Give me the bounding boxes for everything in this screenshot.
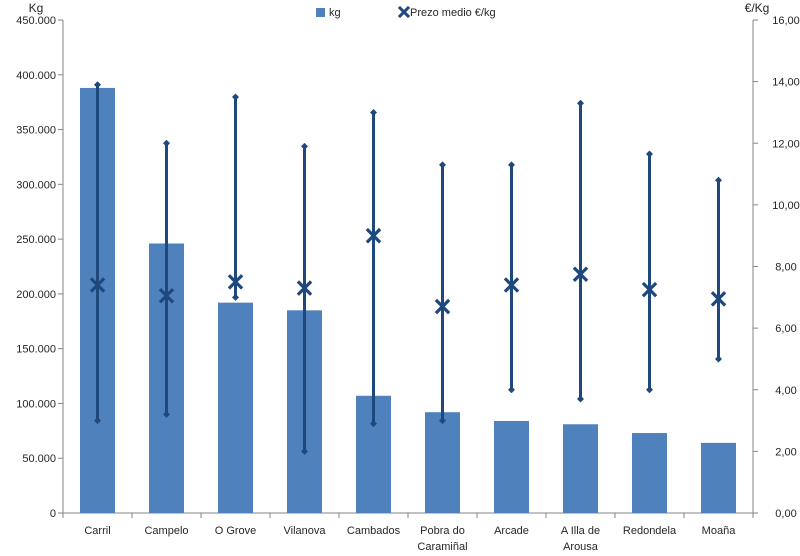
x-category-label: Vilanova <box>284 525 327 537</box>
legend-marker-price-icon <box>397 5 411 19</box>
y-right-tick-label: 12,00 <box>772 138 800 150</box>
x-category-label-line: Moaña <box>702 525 737 537</box>
price-max-point <box>715 176 722 184</box>
price-avg-point <box>365 227 382 244</box>
y-left-tick-label: 300.000 <box>16 179 56 191</box>
x-category-label-line: Caramiñal <box>417 541 467 553</box>
x-category-label-line: O Grove <box>215 525 257 537</box>
price-min-point <box>301 447 308 455</box>
price-avg-point <box>158 288 175 304</box>
y-left-tick-label: 350.000 <box>16 125 56 137</box>
legend-swatch-kg <box>316 8 325 17</box>
bar-kg <box>218 302 253 513</box>
y-right-tick-label: 8,00 <box>775 262 796 274</box>
x-category-label: Arcade <box>494 525 529 537</box>
x-category-label: O Grove <box>215 525 257 537</box>
price-min-point <box>577 395 584 403</box>
bar-kg <box>563 424 598 513</box>
x-category-label-line: Carril <box>84 525 110 537</box>
price-min-point <box>715 355 722 363</box>
price-max-point <box>163 139 170 147</box>
x-category-label-line: Vilanova <box>284 525 327 537</box>
legend-label-price: Prezo medio €/kg <box>410 7 496 19</box>
y-left-tick-label: 100.000 <box>16 398 56 410</box>
y-right-tick-label: 2,00 <box>775 446 796 458</box>
y-right-tick-label: 6,00 <box>775 323 796 335</box>
y-right-tick-label: 0,00 <box>775 508 796 520</box>
price-avg-point <box>296 280 313 296</box>
price-max-point <box>370 108 377 116</box>
legend-label-kg: kg <box>329 7 341 19</box>
price-avg-point <box>89 277 106 293</box>
bar-kg <box>425 412 460 513</box>
price-max-point <box>301 142 308 150</box>
price-max-point <box>232 93 239 101</box>
x-category-label: Cambados <box>347 525 401 537</box>
y-left-tick-label: 50.000 <box>22 453 56 465</box>
x-category-label-line: Cambados <box>347 525 401 537</box>
y-left-tick-label: 400.000 <box>16 70 56 82</box>
price-avg-point <box>227 274 244 290</box>
price-avg-point <box>572 266 589 282</box>
x-category-label-line: Pobra do <box>420 525 465 537</box>
price-max-point <box>94 81 101 89</box>
y-right-tick-label: 14,00 <box>772 77 800 89</box>
price-avg-point <box>641 281 658 298</box>
price-min-point <box>370 420 377 428</box>
price-min-point <box>508 386 515 394</box>
price-max-point <box>508 161 515 169</box>
bar-kg <box>701 442 736 513</box>
y-left-tick-label: 250.000 <box>16 234 56 246</box>
x-category-label: Moaña <box>702 525 737 537</box>
x-category-label-line: Arcade <box>494 525 529 537</box>
price-min-point <box>439 417 446 425</box>
x-category-label-line: A Illa de <box>561 525 600 537</box>
price-min-point <box>163 410 170 418</box>
price-avg-point <box>710 291 727 307</box>
y-left-axis-label: Kg <box>29 1 44 15</box>
price-max-point <box>646 150 653 158</box>
plot-area: 0 50.000 100.000 150.000 200.000 250.000 300.0… <box>16 15 800 553</box>
y-left-tick-label: 0 <box>50 508 56 520</box>
price-max-point <box>439 161 446 169</box>
price-max-point <box>577 99 584 107</box>
y-right-tick-label: 4,00 <box>775 385 796 397</box>
x-category-label: Pobra do Caramiñal <box>417 525 467 553</box>
y-right-axis-label: €/Kg <box>745 1 770 15</box>
y-left-tick-label: 200.000 <box>16 289 56 301</box>
price-avg-point <box>503 277 520 293</box>
x-category-label-line: Redondela <box>623 525 677 537</box>
price-avg-point <box>434 298 451 315</box>
x-category-label-line: Arousa <box>563 541 599 553</box>
x-category-label: A Illa de Arousa <box>561 525 600 553</box>
bar-kg <box>632 433 667 513</box>
legend: kg Prezo medio €/kg <box>316 5 496 19</box>
y-right-tick-label: 10,00 <box>772 200 800 212</box>
x-category-label-line: Campelo <box>144 525 188 537</box>
y-left-tick-label: 150.000 <box>16 344 56 356</box>
y-left-tick-label: 450.000 <box>16 15 56 27</box>
x-category-label: Carril <box>84 525 110 537</box>
price-min-point <box>94 417 101 425</box>
y-right-tick-label: 16,00 <box>772 15 800 27</box>
x-category-label: Redondela <box>623 525 677 537</box>
x-category-label: Campelo <box>144 525 188 537</box>
price-min-point <box>232 293 239 301</box>
price-min-point <box>646 386 653 394</box>
bar-kg <box>494 420 529 513</box>
